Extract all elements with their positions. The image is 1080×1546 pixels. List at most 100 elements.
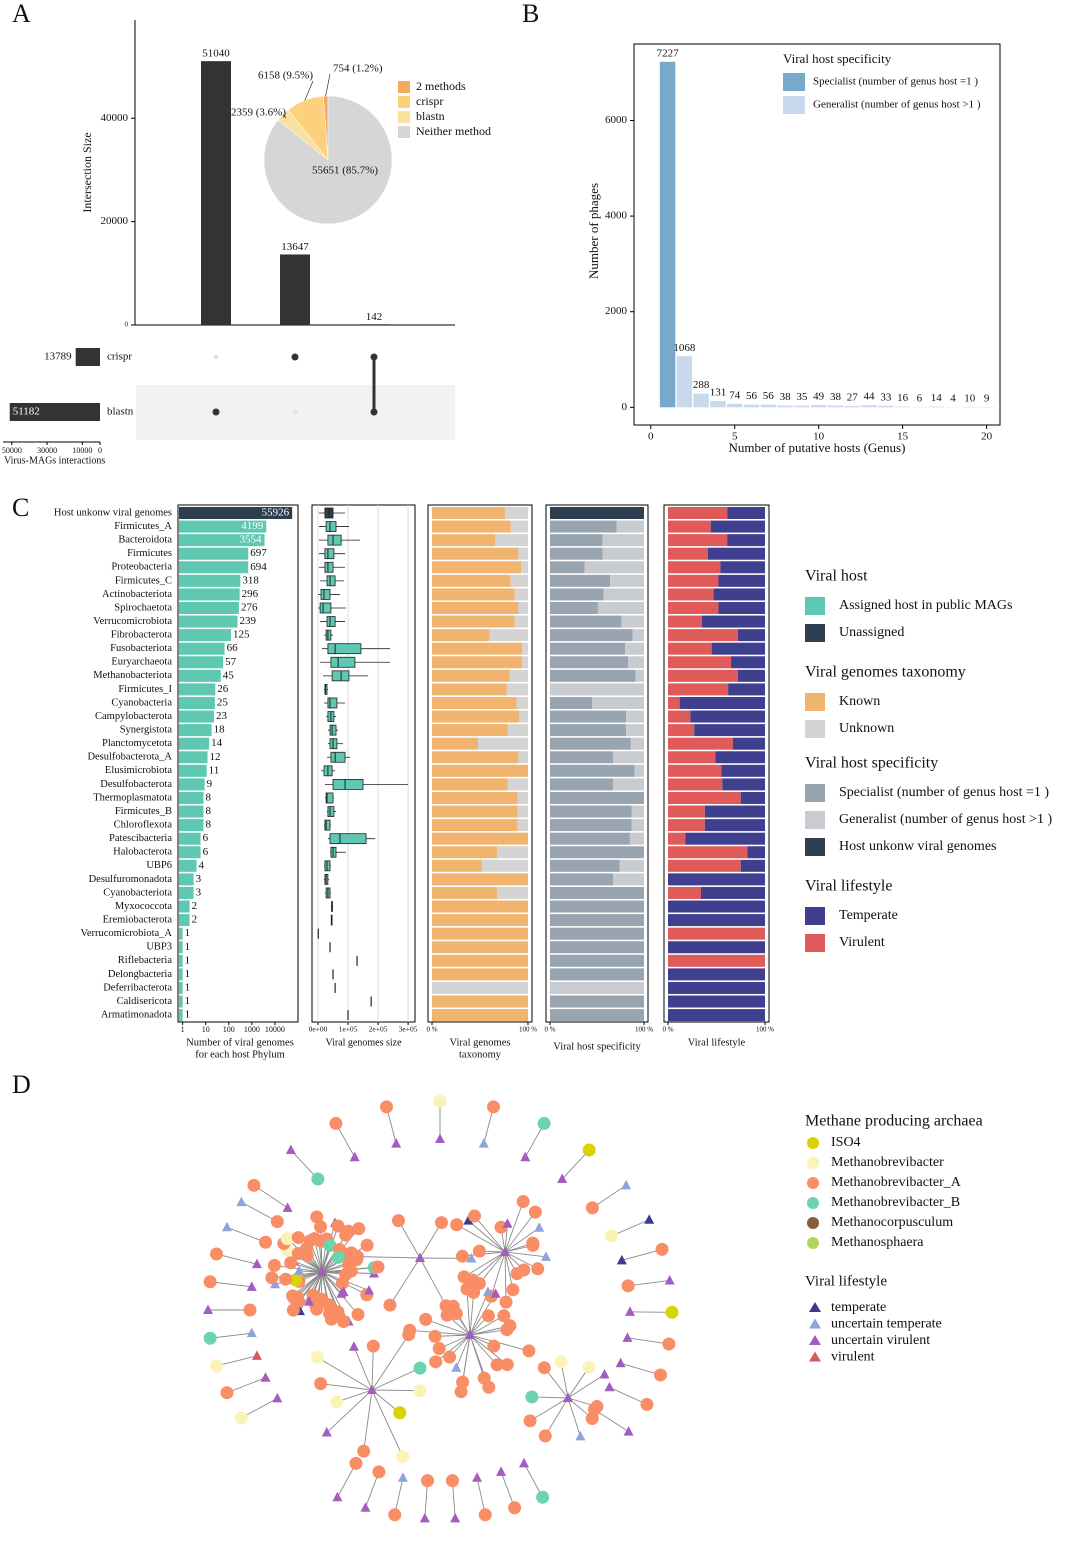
bar-value-label: 9 <box>984 392 990 404</box>
bar-segment <box>668 927 765 940</box>
network-node <box>332 1491 343 1502</box>
bar-segment <box>668 534 728 547</box>
network-edge <box>357 1256 421 1259</box>
x-axis-label: Viral genomes size <box>325 1037 402 1048</box>
bar-value-label: 11 <box>209 764 220 776</box>
y-tick-label: Caldisericota <box>117 996 173 1007</box>
x-tick-label: 0 % <box>662 1026 673 1034</box>
bar-value-label: 288 <box>693 379 710 391</box>
bar <box>659 61 676 408</box>
x-tick-label: 100 <box>223 1025 235 1034</box>
y-tick-label: Deferribacterota <box>103 982 172 993</box>
bar-value-label: 13647 <box>281 241 309 253</box>
bar-segment <box>584 561 644 574</box>
bar-segment <box>432 941 528 954</box>
network-node <box>344 1264 358 1278</box>
legend-title: Viral host specificity <box>805 755 938 772</box>
legend-swatch <box>807 1237 819 1249</box>
network-edge <box>371 1346 374 1391</box>
bar-segment <box>432 900 528 913</box>
network-node <box>587 1403 601 1417</box>
y-tick-label: Firmicutes_I <box>118 684 172 695</box>
bar <box>179 968 183 981</box>
bar-value-label: 2 <box>192 914 198 926</box>
network-node <box>478 1138 489 1148</box>
network-node <box>335 1276 349 1290</box>
bar-segment <box>668 737 733 750</box>
bar-segment <box>668 859 741 872</box>
network-node <box>451 1362 462 1372</box>
y-tick-label: Fibrobacterota <box>111 630 173 641</box>
network-node <box>379 1100 393 1114</box>
network-node <box>280 1232 294 1246</box>
bar <box>179 724 212 737</box>
network-node <box>310 1302 324 1316</box>
y-tick-label: Proteobacteria <box>111 562 172 573</box>
bar-segment <box>740 791 765 804</box>
network-node <box>522 1344 536 1358</box>
network-node <box>341 1224 355 1238</box>
network-node <box>490 1358 504 1372</box>
network-node <box>304 1296 315 1306</box>
y-tick-label: Bacteroidota <box>118 535 172 546</box>
bar-segment <box>432 520 511 533</box>
x-axis-label: Viral host specificity <box>553 1041 641 1052</box>
bar-value-label: 9 <box>207 778 213 790</box>
bar-value-label: 1 <box>185 1009 191 1021</box>
bar-segment <box>668 886 701 899</box>
network-node <box>272 1392 283 1403</box>
x-tick-label: 10 <box>813 431 825 443</box>
network-node <box>537 1361 551 1375</box>
bar-segment <box>522 642 528 655</box>
bar-segment <box>737 629 765 642</box>
bar-segment <box>731 656 765 669</box>
network-node <box>415 1252 425 1262</box>
bar-value-label: 14 <box>211 737 223 749</box>
bar <box>861 405 877 408</box>
bar-segment <box>694 724 765 737</box>
network-node <box>510 1267 524 1281</box>
bar-value-label: 1 <box>185 941 191 953</box>
bar-value-label: 51040 <box>202 48 230 60</box>
bar-segment <box>597 601 644 614</box>
y-tick-label: Thermoplasmatota <box>93 792 172 803</box>
network-node <box>557 1173 568 1184</box>
network-node <box>402 1328 416 1342</box>
bar-segment <box>668 900 765 913</box>
pie-value-label: 55651 (85.7%) <box>312 165 378 177</box>
bar <box>878 405 894 408</box>
bar-segment <box>550 995 644 1008</box>
bar-segment <box>628 656 644 669</box>
bar-segment <box>668 941 765 954</box>
network-node <box>508 1501 522 1515</box>
network-edge <box>290 1149 319 1180</box>
panel-frame <box>663 504 770 1023</box>
bar-segment <box>612 873 644 886</box>
bar-segment <box>668 588 714 601</box>
pie-slice <box>263 95 393 225</box>
network-node <box>243 1303 257 1317</box>
bar-value-label: 26 <box>217 683 229 695</box>
bar-segment <box>497 886 528 899</box>
network-node <box>500 1358 514 1372</box>
bar-segment <box>521 561 528 574</box>
legend-label: temperate <box>831 1300 886 1315</box>
legend-label: Specialist (number of genus host =1 ) <box>839 785 1049 800</box>
box-body <box>330 656 356 668</box>
bar <box>179 751 208 764</box>
box-body <box>329 724 337 736</box>
legend-swatch <box>805 693 825 711</box>
network-node <box>472 1244 486 1258</box>
network-node <box>662 1337 676 1351</box>
legend-label: Temperate <box>839 908 898 923</box>
legend-swatch <box>805 597 825 615</box>
x-axis-label: Viral lifestyle <box>688 1037 746 1048</box>
bar-segment <box>432 629 490 642</box>
network-node <box>419 1312 433 1326</box>
bar <box>727 403 743 408</box>
y-tick-label: Patescibacteria <box>109 833 172 844</box>
y-tick-label: Riflebacteria <box>118 955 173 966</box>
network-node <box>311 1172 325 1186</box>
bar-segment <box>612 778 644 791</box>
x-tick-label: 15 <box>897 431 909 443</box>
